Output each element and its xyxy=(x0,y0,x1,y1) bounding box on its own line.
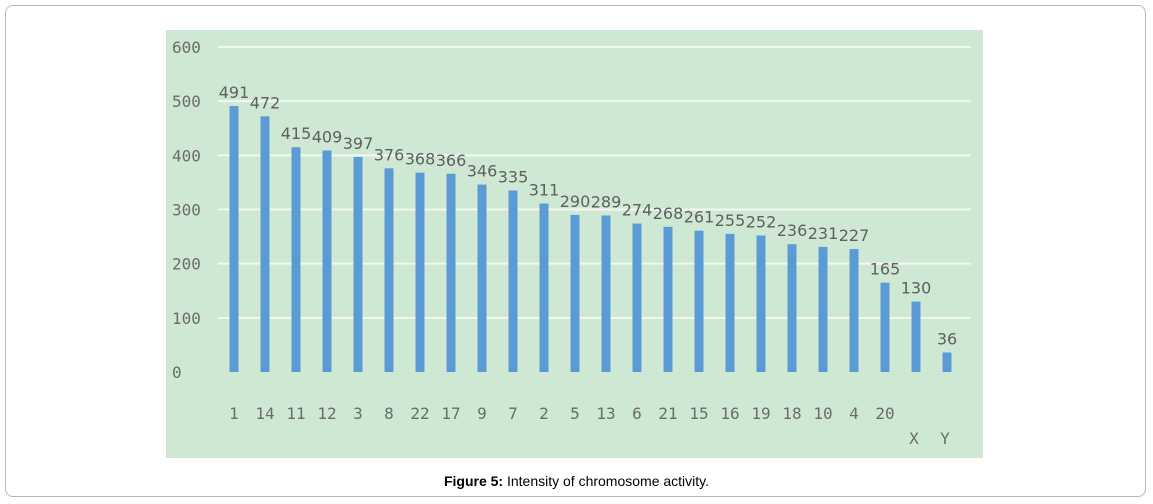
data-label: 165 xyxy=(870,260,901,279)
bar xyxy=(229,106,239,373)
x-tick-label: 14 xyxy=(255,404,274,423)
data-label: 231 xyxy=(808,224,839,243)
chart-plot-area: 0 100 200 300 400 500 600 491 1 472 14 415 11 409 12 39… xyxy=(166,30,983,458)
bar xyxy=(787,244,797,372)
data-label: 409 xyxy=(312,127,343,146)
x-tick-label: 1 xyxy=(229,404,239,423)
figure-caption-label: Figure 5: xyxy=(443,473,504,489)
data-label: 36 xyxy=(937,330,957,349)
bar xyxy=(942,352,952,372)
bar xyxy=(601,215,611,372)
x-tick-label: Y xyxy=(940,429,950,448)
x-tick-label: 17 xyxy=(441,404,460,423)
x-tick-label: 10 xyxy=(813,404,832,423)
y-tick-label: 100 xyxy=(172,309,201,328)
data-label: 290 xyxy=(560,192,591,211)
y-tick-label: 0 xyxy=(172,363,182,382)
x-tick-label: 12 xyxy=(317,404,336,423)
bar xyxy=(384,168,394,372)
x-tick-label: 21 xyxy=(658,404,677,423)
data-label: 415 xyxy=(281,124,312,143)
bar xyxy=(725,233,735,372)
bar xyxy=(756,235,766,372)
x-tick-label: 4 xyxy=(849,404,859,423)
bar xyxy=(880,282,890,372)
bar xyxy=(911,301,921,372)
bar xyxy=(477,184,487,372)
x-tick-label: 11 xyxy=(286,404,305,423)
bar xyxy=(694,230,704,372)
x-tick-label: 15 xyxy=(689,404,708,423)
x-tick-label: 8 xyxy=(384,404,394,423)
data-label: 130 xyxy=(901,279,932,298)
bar xyxy=(570,214,580,372)
data-label: 346 xyxy=(467,162,498,181)
data-label: 491 xyxy=(219,83,250,102)
data-label: 366 xyxy=(436,151,467,170)
x-tick-label: 7 xyxy=(508,404,518,423)
data-label: 227 xyxy=(839,226,870,245)
bar xyxy=(632,223,642,372)
bar xyxy=(539,203,549,372)
bar xyxy=(818,246,828,372)
bar xyxy=(322,150,332,372)
x-tick-label: 5 xyxy=(570,404,580,423)
bar xyxy=(353,156,363,372)
y-tick-label: 200 xyxy=(172,255,201,274)
x-tick-label: 3 xyxy=(353,404,363,423)
bar xyxy=(446,173,456,372)
data-label: 252 xyxy=(746,213,777,232)
data-label: 268 xyxy=(653,204,684,223)
x-tick-label: 16 xyxy=(720,404,739,423)
y-tick-label: 400 xyxy=(172,146,201,165)
y-tick-label: 300 xyxy=(172,201,201,220)
data-label: 335 xyxy=(498,168,529,187)
bar xyxy=(415,172,425,372)
x-tick-label: 6 xyxy=(632,404,642,423)
bar xyxy=(849,249,859,372)
figure-caption: Figure 5: Intensity of chromosome activi… xyxy=(0,473,1153,489)
data-label: 472 xyxy=(250,93,281,112)
x-tick-label: 2 xyxy=(539,404,549,423)
bar xyxy=(291,147,301,372)
data-label: 236 xyxy=(777,221,808,240)
data-label: 255 xyxy=(715,211,746,230)
y-tick-label: 600 xyxy=(172,38,201,57)
y-tick-label: 500 xyxy=(172,92,201,111)
bar xyxy=(260,116,270,372)
x-tick-label: 19 xyxy=(751,404,770,423)
x-tick-label: 18 xyxy=(782,404,801,423)
data-label: 274 xyxy=(622,201,653,220)
figure-caption-text: Intensity of chromosome activity. xyxy=(503,473,710,489)
data-label: 311 xyxy=(529,181,560,200)
x-tick-label: 9 xyxy=(477,404,487,423)
data-label: 289 xyxy=(591,192,622,211)
data-label: 376 xyxy=(374,145,405,164)
data-label: 397 xyxy=(343,134,374,153)
bar-chart: 0100200300400500600491147214415114091239… xyxy=(172,38,971,448)
bar xyxy=(508,190,518,372)
data-label: 261 xyxy=(684,208,715,227)
x-tick-label: X xyxy=(909,429,919,448)
figure-frame xyxy=(5,5,1146,497)
x-tick-label: 20 xyxy=(875,404,894,423)
data-label: 368 xyxy=(405,150,436,169)
x-tick-label: 22 xyxy=(410,404,429,423)
bar xyxy=(663,226,673,372)
x-tick-label: 13 xyxy=(596,404,615,423)
